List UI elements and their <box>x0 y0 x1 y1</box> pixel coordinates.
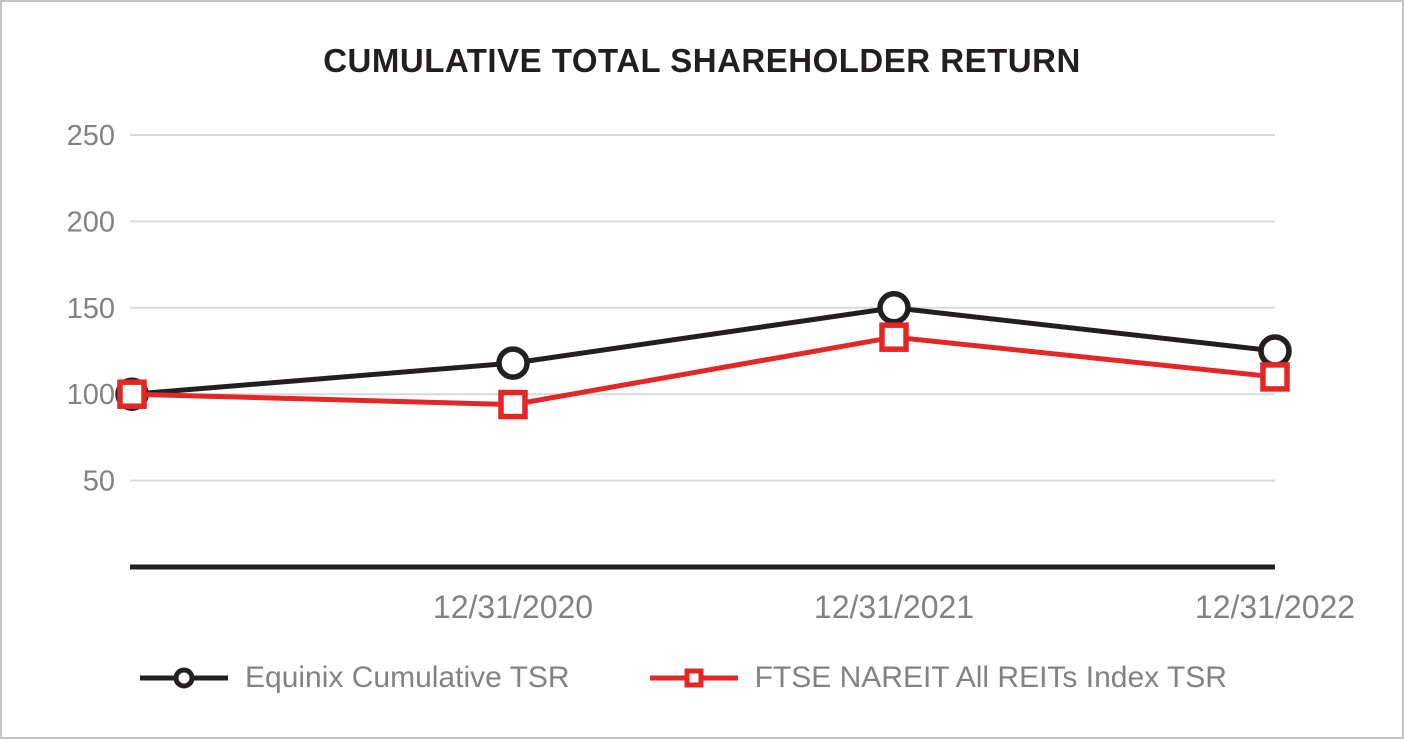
legend: Equinix Cumulative TSR FTSE NAREIT All R… <box>138 661 1227 695</box>
data-point-square-marker <box>498 389 528 420</box>
data-point-square-marker <box>1260 362 1290 392</box>
data-point-square-marker <box>117 379 147 409</box>
y-tick-label: 50 <box>83 466 115 498</box>
legend-label-equinix: Equinix Cumulative TSR <box>245 661 570 694</box>
legend-item-equinix: Equinix Cumulative TSR <box>138 661 570 695</box>
y-tick-label: 150 <box>67 293 115 325</box>
x-tick-label: 12/31/2022 <box>1195 589 1355 625</box>
legend-label-ftse-nareit: FTSE NAREIT All REITs Index TSR <box>754 661 1227 694</box>
equinix-line-circle-marker-icon <box>140 667 228 689</box>
legend-item-ftse-nareit: FTSE NAREIT All REITs Index TSR <box>648 661 1227 695</box>
y-tick-label: 200 <box>67 206 115 238</box>
ftse-line-square-marker-icon <box>649 668 738 688</box>
x-tick-label: 12/31/2021 <box>814 589 974 625</box>
chart-title: CUMULATIVE TOTAL SHAREHOLDER RETURN <box>323 42 1081 79</box>
series-line-square <box>131 334 1276 408</box>
x-tick-label: 12/31/2020 <box>433 589 593 625</box>
data-point-circle-marker <box>877 291 911 325</box>
y-tick-label: 100 <box>67 379 115 411</box>
data-point-circle-marker <box>496 346 530 380</box>
data-point-square-marker <box>879 322 909 352</box>
data-point-circle-marker <box>1258 334 1292 368</box>
series-line-circle <box>131 305 1276 397</box>
y-tick-label: 250 <box>67 120 115 152</box>
